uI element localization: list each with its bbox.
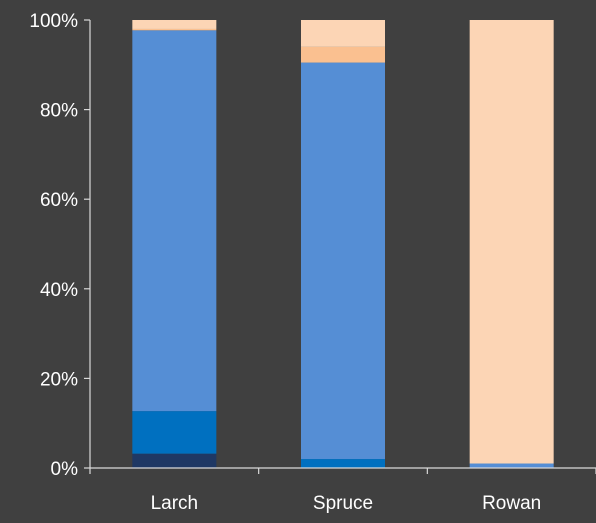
bar-segment-spruce-4 bbox=[301, 20, 385, 47]
bar-segment-spruce-1 bbox=[301, 459, 385, 468]
x-tick-label: Spruce bbox=[313, 493, 373, 514]
bar-segment-spruce-2 bbox=[301, 62, 385, 460]
bar-segment-rowan-4 bbox=[469, 20, 554, 464]
x-tick-label: Rowan bbox=[482, 493, 541, 514]
bar-segment-larch-2 bbox=[132, 30, 217, 412]
y-tick-label: 20% bbox=[40, 369, 78, 390]
y-tick-label: 60% bbox=[40, 190, 78, 211]
y-tick-label: 80% bbox=[40, 101, 78, 122]
x-tick-label: Larch bbox=[151, 493, 199, 514]
bar-segment-larch-4 bbox=[132, 20, 217, 29]
bar-segment-larch-0 bbox=[132, 453, 217, 468]
axes-layer: 0% 20% 40% 60% 80% 100% Larch Spruce Rowan bbox=[29, 11, 596, 514]
y-tick-label: 0% bbox=[51, 459, 79, 480]
bar-segment-larch-1 bbox=[132, 411, 217, 454]
bar-segment-spruce-3 bbox=[301, 46, 385, 63]
bars-layer bbox=[132, 20, 554, 468]
y-tick-label: 100% bbox=[29, 11, 78, 32]
y-tick-label: 40% bbox=[40, 280, 78, 301]
bar-segment-rowan-2 bbox=[469, 463, 554, 468]
bar-segment-larch-3 bbox=[132, 28, 217, 31]
